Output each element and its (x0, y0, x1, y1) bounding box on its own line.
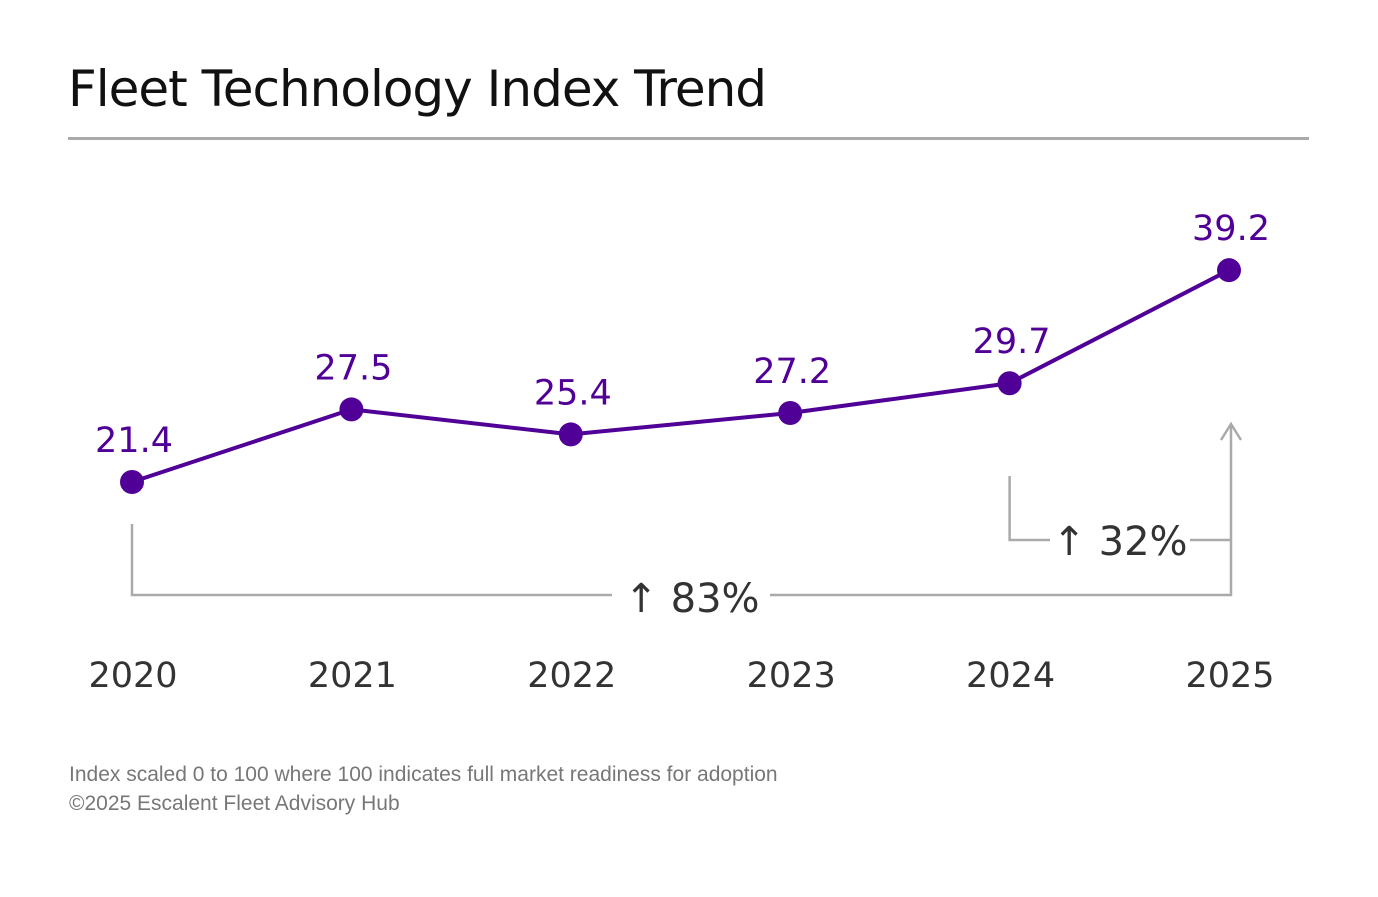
data-point (997, 371, 1022, 396)
chart-title: Fleet Technology Index Trend (68, 60, 767, 118)
x-tick-label: 2023 (747, 656, 836, 696)
data-point (558, 422, 583, 447)
growth-annotation-32: ↑ 32% (1052, 519, 1187, 565)
data-point (778, 400, 803, 425)
data-point (1217, 258, 1241, 283)
copyright-footnote: ©2025 Escalent Fleet Advisory Hub (69, 792, 400, 815)
data-label: 25.4 (534, 373, 612, 413)
bracket-arrowhead (1219, 421, 1243, 441)
data-label: 39.2 (1192, 209, 1270, 249)
x-tick-label: 2022 (527, 656, 616, 696)
title-divider (68, 137, 1309, 140)
bracket-32-left (1008, 476, 1050, 542)
x-tick-label: 2020 (88, 656, 177, 696)
x-tick-label: 2024 (966, 656, 1055, 696)
bracket-83-right (770, 424, 1233, 597)
x-tick-label: 2025 (1185, 656, 1274, 696)
scale-footnote: Index scaled 0 to 100 where 100 indicate… (69, 763, 778, 786)
data-label: 27.2 (753, 352, 831, 392)
data-point (120, 470, 144, 494)
growth-annotation-83: ↑ 83% (624, 576, 759, 622)
data-label: 21.4 (95, 421, 173, 461)
bracket-83-left (130, 524, 612, 597)
x-tick-label: 2021 (308, 656, 397, 696)
data-label: 29.7 (973, 322, 1051, 362)
series-line (131, 268, 1230, 484)
data-label: 27.5 (314, 348, 392, 388)
data-point (339, 397, 364, 422)
